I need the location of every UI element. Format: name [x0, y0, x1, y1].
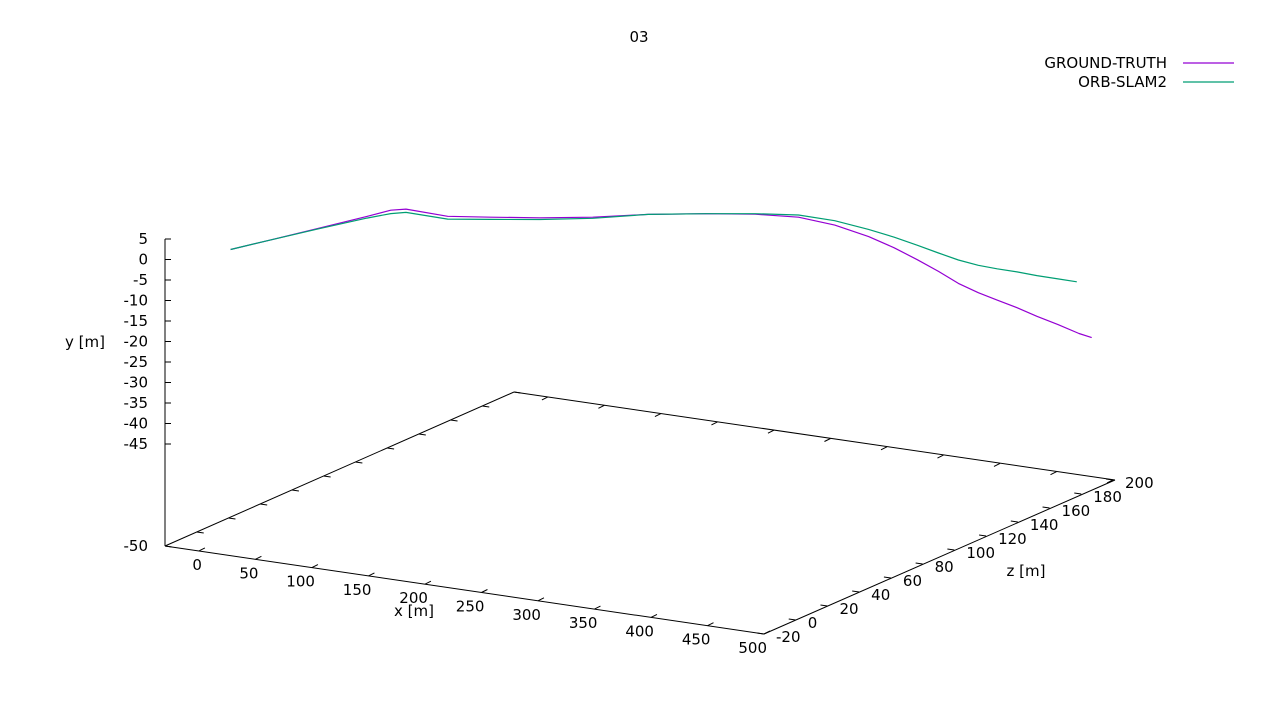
y-tick-label: 0	[138, 251, 148, 269]
z-tick	[916, 563, 923, 564]
z-tick	[947, 549, 954, 550]
z-tick	[820, 605, 827, 606]
z-tick	[1074, 493, 1081, 494]
x-tick-back	[881, 447, 887, 450]
legend-label: ORB-SLAM2	[1078, 73, 1167, 91]
z-tick-label: 20	[839, 600, 858, 618]
x-tick	[312, 565, 318, 568]
x-axis-line	[165, 546, 764, 634]
x-tick-label: 0	[192, 556, 202, 574]
z-tick-left	[292, 490, 299, 491]
z-tick	[757, 633, 764, 634]
y-axis-label: y [m]	[65, 333, 105, 351]
x-tick-label: 450	[682, 631, 711, 649]
z-tick-left	[324, 476, 331, 477]
z-tick-label: 100	[966, 544, 995, 562]
z-tick-left	[260, 504, 267, 505]
z-axis-label: z [m]	[1007, 562, 1046, 580]
z-tick-label: 160	[1062, 502, 1091, 520]
y-tick-label: -50	[124, 537, 149, 555]
z-tick-left	[355, 462, 362, 463]
back-z-axis-line	[165, 392, 514, 546]
z-tick-left	[165, 546, 172, 547]
z-tick-label: -20	[776, 628, 801, 646]
z-tick	[884, 577, 891, 578]
y-tick-label: 5	[138, 230, 148, 248]
x-tick-label: 350	[569, 614, 598, 632]
x-tick-back	[937, 455, 943, 458]
x-axis-label: x [m]	[394, 602, 434, 620]
series-group	[231, 209, 1092, 338]
x-tick-back	[655, 414, 661, 417]
x-tick	[425, 581, 431, 584]
x-tick-label: 250	[456, 597, 485, 615]
z-tick	[852, 591, 859, 592]
z-tick-label: 60	[903, 572, 922, 590]
x-tick-label: 50	[239, 564, 258, 582]
x-tick	[594, 606, 600, 609]
x-tick	[199, 548, 205, 551]
y-tick-label: -20	[124, 333, 149, 351]
z-tick-label: 0	[808, 614, 818, 632]
x-tick-label: 100	[286, 573, 315, 591]
z-tick-left	[387, 448, 394, 449]
x-tick-back	[994, 463, 1000, 466]
z-tick-left	[228, 518, 235, 519]
x-tick	[651, 614, 657, 617]
y-tick-label: -10	[124, 292, 149, 310]
z-tick-left	[482, 406, 489, 407]
x-tick-label: 150	[343, 581, 372, 599]
x-tick	[255, 556, 261, 559]
x-tick-label: 300	[512, 606, 541, 624]
z-tick	[1011, 521, 1018, 522]
x-tick-label: 500	[738, 639, 767, 657]
z-tick-label: 40	[871, 586, 890, 604]
x-tick-back	[598, 405, 604, 408]
z-tick	[789, 619, 796, 620]
z-tick-label: 180	[1093, 488, 1122, 506]
y-tick-label: -35	[124, 394, 149, 412]
y-tick-label: -15	[124, 312, 149, 330]
z-tick-left	[514, 392, 521, 393]
x-tick	[707, 623, 713, 626]
x-tick-back	[542, 397, 548, 400]
x-tick-back	[768, 430, 774, 433]
z-tick-label: 120	[998, 530, 1027, 548]
x-tick	[538, 598, 544, 601]
ticks: 50-5-10-15-20-25-30-35-40-45-500 50 100 150…	[124, 230, 1154, 657]
y-tick-label: -30	[124, 374, 149, 392]
z-tick-label: 200	[1125, 474, 1154, 492]
y-tick-label: -25	[124, 353, 149, 371]
y-tick-label: -45	[124, 435, 149, 453]
z-tick-left	[419, 434, 426, 435]
x-tick-back	[711, 422, 717, 425]
z-tick-left	[197, 532, 204, 533]
y-tick-label: -40	[124, 415, 149, 433]
legend-label: GROUND-TRUTH	[1044, 54, 1167, 72]
z-tick-left	[451, 420, 458, 421]
x-tick-back	[824, 438, 830, 441]
x-tick-back	[1050, 472, 1056, 475]
x-tick	[481, 589, 487, 592]
x-tick	[764, 631, 770, 634]
series-line-orb-slam2	[231, 212, 1077, 281]
z-tick	[1043, 507, 1050, 508]
z-tick-label: 140	[1030, 516, 1059, 534]
x-tick	[368, 573, 374, 576]
z-tick-label: 80	[935, 558, 954, 576]
x-tick-label: 400	[625, 622, 654, 640]
series-line-ground-truth	[231, 209, 1092, 338]
y-tick-label: -5	[133, 271, 148, 289]
chart-title: 03	[629, 28, 648, 46]
z-tick	[979, 535, 986, 536]
